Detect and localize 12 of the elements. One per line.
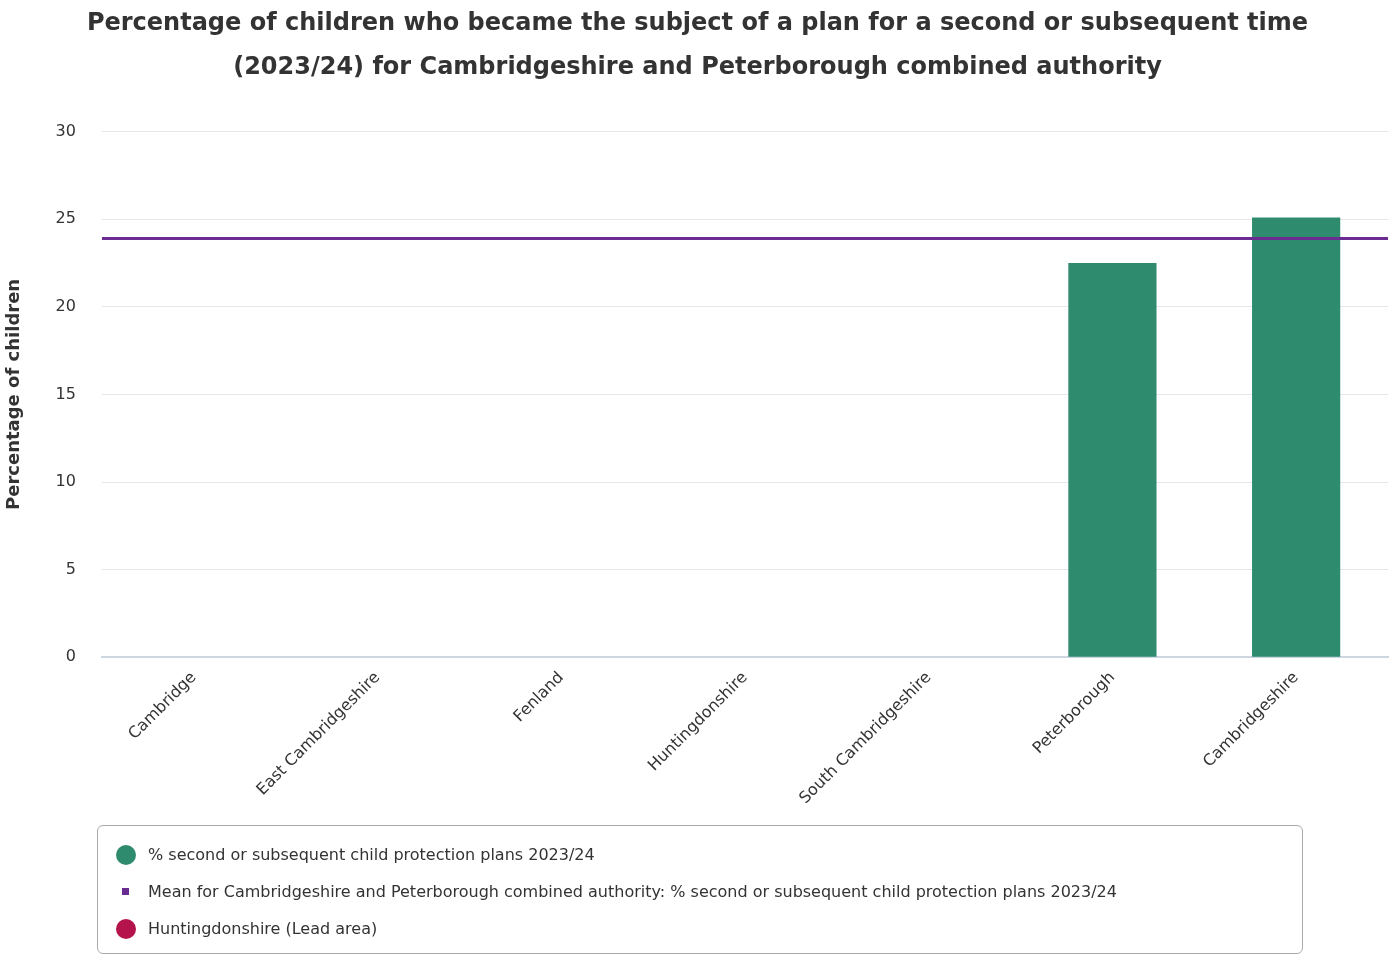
y-tick-label: 25 bbox=[55, 208, 76, 228]
y-tick-label: 10 bbox=[55, 471, 76, 491]
legend-label: Huntingdonshire (Lead area) bbox=[148, 919, 378, 938]
y-axis-title: Percentage of children bbox=[2, 278, 24, 510]
y-tick-label: 0 bbox=[65, 646, 76, 666]
y-tick-label: 15 bbox=[55, 383, 76, 403]
legend-label: % second or subsequent child protection plans 2023/24 bbox=[148, 845, 595, 864]
chart-title: Percentage of children who became the subject of a plan for a second or subsequent time (2023/24) for Cambridgeshire and Peterborough combined authority bbox=[85, 7, 1310, 82]
legend-label: Mean for Cambridgeshire and Peterborough combined authority: % second or subsequent child protection plans 2023/24 bbox=[148, 882, 1117, 901]
y-tick-label: 5 bbox=[65, 558, 76, 578]
y-tick-label: 20 bbox=[55, 295, 76, 315]
y-tick-label: 30 bbox=[55, 120, 76, 140]
